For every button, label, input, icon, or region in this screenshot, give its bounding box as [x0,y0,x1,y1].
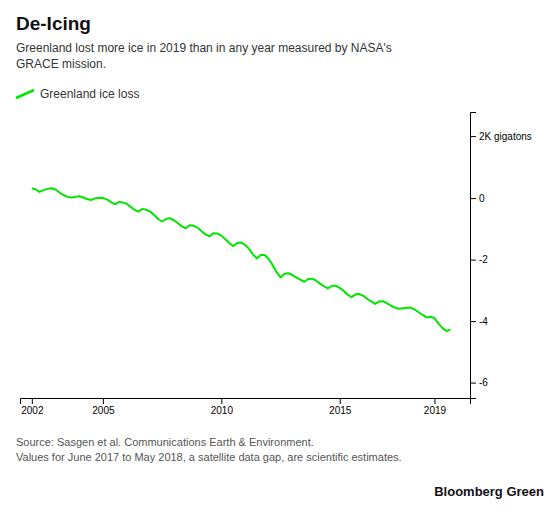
subtitle: Greenland lost more ice in 2019 than in … [16,41,392,71]
source: Source: Sasgen et al. Communications Ear… [16,436,402,463]
plot-area [32,188,451,331]
y-tick-label: 0 [479,193,485,204]
x-tick-label: 2015 [329,405,352,416]
x-tick: 2015 [329,398,352,416]
x-tick-label: 2019 [424,405,447,416]
annotation-mark [470,136,476,137]
y-tick-label: -2 [479,254,488,265]
x-tick-label: 2010 [211,405,234,416]
legend: Greenland ice loss [16,87,139,101]
y-tick: -2 [470,254,488,265]
y-tick: -4 [470,316,488,327]
x-tick-mark [103,398,104,404]
y-tick-mark [470,198,476,199]
chart: De-Icing Greenland lost more ice in 2019 … [0,0,560,515]
y-tick-label: -6 [479,377,488,388]
subtitle-line: Greenland lost more ice in 2019 than in … [16,41,392,55]
x-tick-label: 2005 [92,405,115,416]
watermark-line: Bloomberg Green [434,484,544,499]
annotation-text: 2K gigatons [479,131,532,142]
x-tick: 2005 [92,398,115,416]
title-line: De-Icing [16,13,91,34]
y-tick: -6 [470,377,488,388]
x-axis: 2002 2005 2010 2015 2019 [21,398,471,416]
x-tick-mark [221,398,222,404]
annotation: 2K gigatons [470,131,532,142]
legend-item: Greenland ice loss [16,87,139,101]
x-tick: 2010 [211,398,234,416]
x-tick-mark [32,398,33,404]
y-tick-mark [470,321,476,322]
y-axis: 0 -2 -4 -6 [470,113,488,399]
title: De-Icing [16,13,91,34]
y-tick-mark [470,260,476,261]
y-tick: 0 [470,193,485,204]
legend-label: Greenland ice loss [40,87,139,101]
x-tick: 2019 [424,398,447,416]
x-tick-mark [340,398,341,404]
y-tick-label: -4 [479,316,488,327]
y-axis-line [471,113,477,399]
x-tick-label: 2002 [21,405,44,416]
x-axis-line [21,399,471,405]
source-line: Values for June 2017 to May 2018, a sate… [16,451,402,463]
watermark: Bloomberg Green [434,484,544,499]
subtitle-line: GRACE mission. [16,57,106,71]
x-tick-mark [434,398,435,404]
y-tick-mark [470,383,476,384]
legend-swatch [16,90,34,98]
source-line: Source: Sasgen et al. Communications Ear… [16,436,314,448]
x-tick: 2002 [21,398,44,416]
data-line [32,188,451,331]
